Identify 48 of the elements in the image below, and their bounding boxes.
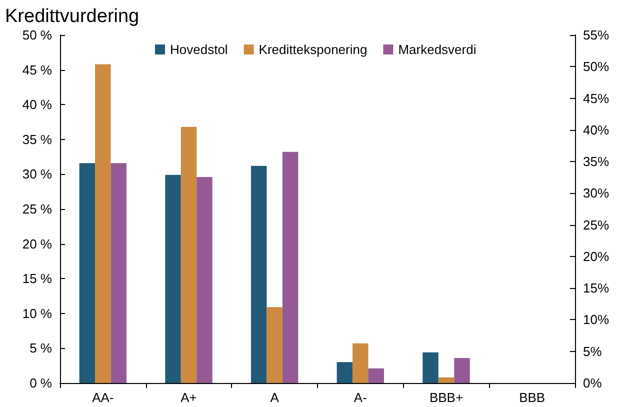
y2-tick-label: 15% bbox=[583, 280, 610, 296]
y2-tick-label: 5% bbox=[583, 344, 602, 359]
bar bbox=[266, 307, 282, 383]
bar bbox=[180, 126, 197, 383]
y-tick-label: 20 % bbox=[22, 236, 52, 252]
bar bbox=[110, 163, 127, 383]
x-tick-label: BBB bbox=[519, 390, 546, 405]
bar bbox=[95, 64, 111, 383]
y2-tick-label: 25% bbox=[583, 217, 610, 232]
y2-tick-label: 45% bbox=[583, 90, 610, 106]
y-tick-label: 25 % bbox=[22, 202, 52, 216]
y-tick-label: 30 % bbox=[22, 166, 52, 182]
y-tick-label: 35 % bbox=[22, 132, 52, 147]
y2-tick-label: 50% bbox=[583, 59, 610, 74]
y-tick-label: 45 % bbox=[22, 62, 52, 78]
bar bbox=[165, 174, 181, 383]
y2-tick-label: 0% bbox=[583, 376, 602, 390]
x-tick-label: AA- bbox=[92, 390, 114, 405]
y2-tick-label: 55% bbox=[583, 28, 610, 42]
y-tick-label: 10 % bbox=[22, 306, 52, 321]
x-tick-label: A+ bbox=[180, 390, 197, 405]
y2-tick-label: 30% bbox=[583, 186, 610, 201]
x-tick-label: A- bbox=[354, 390, 367, 405]
x-tick-label: A bbox=[270, 390, 280, 405]
legend-label: Markedsverdi bbox=[398, 42, 476, 57]
bar bbox=[352, 343, 368, 383]
bar bbox=[368, 368, 384, 383]
y-tick-label: 15 % bbox=[22, 271, 52, 286]
y2-tick-label: 20% bbox=[583, 248, 610, 264]
bar bbox=[422, 352, 438, 383]
y2-tick-label: 40% bbox=[583, 122, 610, 138]
x-tick-label: BBB+ bbox=[429, 390, 464, 405]
bar bbox=[454, 358, 470, 383]
y2-tick-label: 10% bbox=[583, 312, 610, 328]
bar bbox=[336, 362, 353, 383]
legend-label: Kreditteksponering bbox=[258, 42, 368, 57]
bar bbox=[282, 152, 298, 383]
bar bbox=[438, 377, 454, 383]
y2-tick-label: 35% bbox=[583, 154, 610, 170]
bar bbox=[196, 176, 212, 383]
y-tick-label: 50 % bbox=[22, 28, 52, 42]
y-tick-label: 0 % bbox=[30, 376, 52, 390]
y-tick-label: 40 % bbox=[22, 97, 52, 112]
y-tick-label: 5 % bbox=[30, 340, 52, 356]
bar bbox=[250, 166, 267, 383]
legend-label: Hovedstol bbox=[170, 42, 228, 57]
bar bbox=[79, 163, 96, 383]
chart-title: Kredittvurdering bbox=[5, 6, 140, 27]
